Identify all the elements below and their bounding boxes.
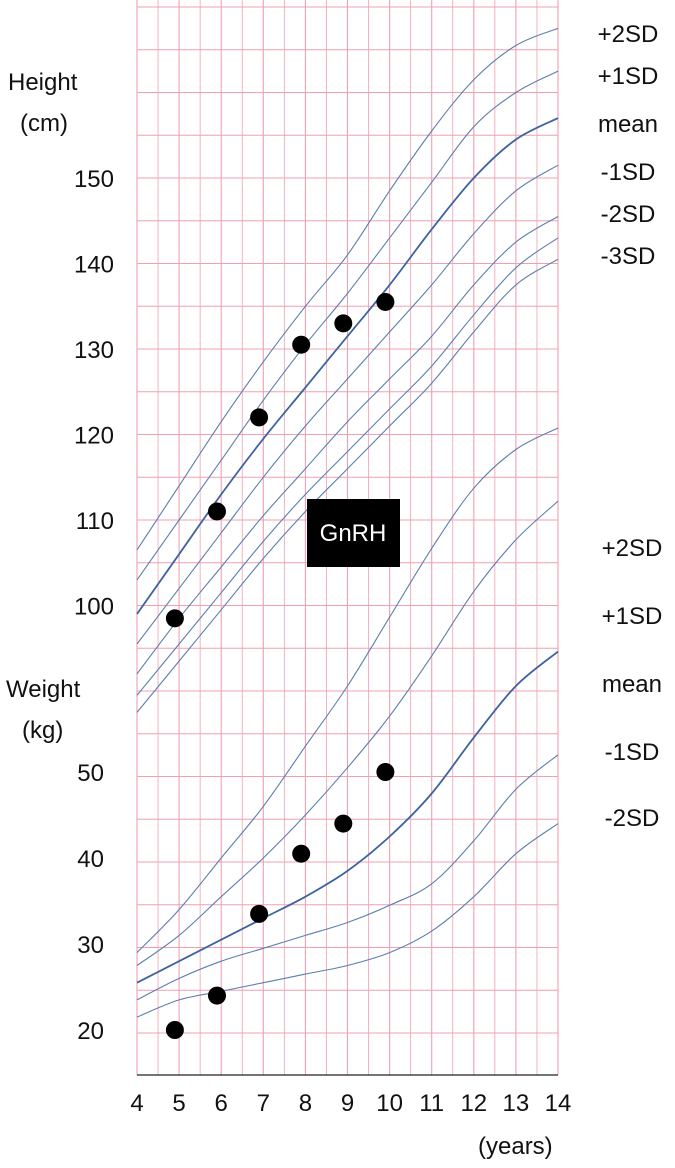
weight-curve--2sd — [136, 427, 559, 953]
weight-axis-unit: (kg) — [22, 717, 63, 744]
height-tick-label: 130 — [74, 337, 114, 364]
x-tick-label: 7 — [257, 1090, 270, 1117]
height-point — [292, 335, 311, 354]
height-tick-label: 140 — [74, 252, 114, 279]
sd-curves — [136, 27, 559, 1018]
x-tick-label: 13 — [503, 1090, 530, 1117]
x-tick-label: 10 — [376, 1090, 403, 1117]
height-point — [334, 314, 353, 333]
x-tick-labels: 4 5 6 7 8 9 10 11 12 13 14 — [130, 1090, 571, 1117]
height-tick-label: 100 — [74, 594, 114, 621]
gnrh-annotation-box — [307, 499, 400, 567]
x-tick-label: 11 — [419, 1090, 444, 1117]
height-curve--2sd — [136, 27, 559, 551]
height-curve--1sd — [136, 70, 559, 581]
weight-point — [292, 844, 311, 863]
height-sd-label: -2SD — [601, 201, 656, 228]
height-curve--1sd — [136, 164, 559, 645]
height-point — [376, 292, 395, 311]
sd-labels: +2SD +1SD mean -1SD -2SD -3SD +2SD +1SD mean -1SD… — [598, 21, 663, 832]
height-axis-unit: (cm) — [20, 110, 68, 137]
weight-curve--1sd — [136, 500, 559, 966]
x-tick-label: 4 — [130, 1090, 143, 1117]
weight-sd-label: +1SD — [602, 603, 663, 630]
x-tick-label: 6 — [215, 1090, 228, 1117]
y-tick-labels: 100 110 120 130 140 150 20 30 40 50 — [74, 166, 114, 1045]
weight-point — [376, 763, 395, 781]
height-axis-label: Height — [8, 69, 78, 96]
height-curve--3sd — [136, 258, 559, 713]
x-axis-unit: (years) — [478, 1133, 553, 1160]
height-sd-label: -3SD — [601, 243, 656, 270]
height-tick-label: 110 — [76, 508, 114, 535]
weight-tick-label: 40 — [77, 846, 104, 873]
x-tick-label: 12 — [460, 1090, 487, 1117]
height-sd-label: +1SD — [598, 63, 659, 90]
height-point — [250, 408, 269, 427]
height-curve--3sd-upper- — [136, 237, 559, 696]
weight-tick-label: 30 — [77, 932, 104, 959]
height-tick-label: 120 — [74, 423, 114, 450]
weight-axis-label: Weight — [6, 676, 81, 703]
weight-sd-label: +2SD — [602, 535, 663, 562]
height-tick-label: 150 — [74, 166, 114, 193]
height-point — [207, 502, 226, 521]
weight-curve-mean — [136, 650, 559, 984]
weight-point — [165, 1021, 184, 1039]
weight-tick-label: 20 — [77, 1018, 104, 1045]
x-tick-label: 5 — [172, 1090, 185, 1117]
weight-curve--1sd — [136, 754, 559, 1001]
data-points — [165, 292, 395, 1039]
weight-sd-label: -2SD — [605, 805, 660, 832]
x-tick-label: 8 — [299, 1090, 312, 1117]
weight-tick-label: 50 — [77, 760, 104, 787]
height-curve-mean — [136, 117, 559, 615]
height-sd-label: +2SD — [598, 21, 659, 48]
height-point — [165, 609, 184, 628]
x-tick-label: 9 — [341, 1090, 354, 1117]
height-curve--2sd — [136, 216, 559, 675]
weight-point — [207, 986, 226, 1005]
height-sd-label: -1SD — [601, 159, 656, 186]
weight-point — [250, 904, 269, 923]
weight-sd-label: -1SD — [605, 739, 660, 766]
x-tick-label: 14 — [545, 1090, 572, 1117]
weight-sd-label: mean — [602, 671, 662, 698]
gnrh-annotation: GnRH — [320, 520, 387, 547]
weight-point — [334, 814, 353, 833]
height-sd-label: mean — [598, 111, 658, 138]
